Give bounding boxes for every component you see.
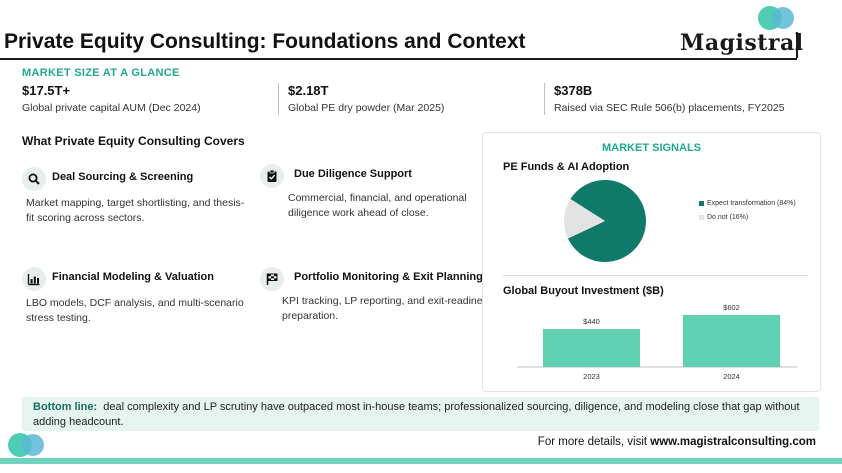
pie-chart-title: PE Funds & AI Adoption (503, 161, 630, 173)
service-name: Portfolio Monitoring & Exit Planning (294, 271, 483, 283)
footer-logo-mark (8, 433, 48, 457)
stat-private-capital: $17.5T+ Global private capital AUM (Dec … (22, 83, 201, 114)
bottom-line-banner: Bottom line: deal complexity and LP scru… (22, 397, 819, 431)
stat-value: $2.18T (288, 83, 329, 98)
bar-category-label: 2023 (583, 372, 600, 381)
footer-link[interactable]: www.magistralconsulting.com (650, 436, 816, 448)
service-description: Market mapping, target shortlisting, and… (26, 197, 245, 224)
legend-item: Expect transformation (84%) (699, 199, 796, 209)
footer-band (0, 458, 842, 464)
signals-title: MARKET SIGNALS (602, 142, 701, 154)
service-description: KPI tracking, LP reporting, and exit-rea… (282, 295, 494, 322)
bar-category-label: 2024 (723, 372, 740, 381)
stat-value: $17.5T+ (22, 83, 71, 98)
stat-description: Global PE dry powder (Mar 2025) (288, 102, 445, 114)
bar-2024 (683, 315, 780, 367)
search-icon (22, 167, 46, 191)
bar-2023 (543, 328, 640, 367)
stat-value: $378B (554, 83, 593, 98)
title-divider (0, 58, 797, 60)
stat-dry-powder: $2.18T Global PE dry powder (Mar 2025) (288, 83, 444, 114)
clipboard-check-icon (260, 164, 284, 188)
service-name: Due Diligence Support (294, 168, 412, 180)
bar-data-label: $602 (723, 303, 740, 312)
flag-icon (260, 267, 284, 291)
bottom-line-text: deal complexity and LP scrutiny have out… (33, 401, 800, 428)
footer-note: For more details, visit www.magistralcon… (538, 436, 816, 448)
service-name: Financial Modeling & Valuation (52, 271, 214, 283)
stat-divider (278, 83, 279, 115)
stat-sec-placements: $378B Raised via SEC Rule 506(b) placeme… (554, 83, 785, 114)
legend-item: Do not (16%) (699, 213, 796, 223)
market-signals-panel: MARKET SIGNALS PE Funds & AI Adoption Ex… (482, 132, 821, 392)
legend-swatch (699, 215, 704, 220)
legend-label: Expect transformation (84%) (707, 200, 796, 207)
bar-chart-icon (22, 267, 46, 291)
service-description: LBO models, DCF analysis, and multi-scen… (26, 297, 244, 324)
stat-description: Global private capital AUM (Dec 2024) (22, 102, 201, 114)
pie-legend: Expect transformation (84%) Do not (16%) (699, 199, 796, 227)
panel-divider (503, 275, 808, 276)
legend-swatch (699, 201, 704, 206)
service-name: Deal Sourcing & Screening (52, 171, 194, 183)
bottom-line-label: Bottom line: (33, 401, 98, 413)
logo-mark (758, 6, 798, 30)
buyout-bar-chart: $440 2023 $602 2024 (517, 303, 797, 381)
service-description: Commercial, financial, and operational d… (288, 192, 467, 219)
bar-data-label: $440 (583, 317, 600, 326)
stat-divider (544, 83, 545, 115)
covers-title: What Private Equity Consulting Covers (22, 134, 245, 148)
logo-text: Magistral (680, 30, 804, 56)
ai-adoption-pie-chart (564, 180, 646, 262)
pie-slice-do-not (564, 199, 605, 239)
market-size-label: MARKET SIZE AT A GLANCE (22, 67, 180, 79)
bar-chart-title: Global Buyout Investment ($B) (503, 285, 664, 297)
stat-description: Raised via SEC Rule 506(b) placements, F… (554, 102, 785, 114)
logo-divider (796, 32, 798, 58)
page-title: Private Equity Consulting: Foundations a… (4, 30, 526, 53)
pie-slice-expect-transformation (567, 180, 646, 262)
legend-label: Do not (16%) (707, 214, 749, 221)
footer-prefix: For more details, visit (537, 436, 648, 448)
